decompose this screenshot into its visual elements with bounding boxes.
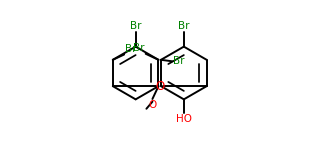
Text: O: O	[148, 100, 157, 110]
Text: Br: Br	[125, 44, 136, 54]
Text: Br: Br	[130, 21, 141, 31]
Text: HO: HO	[176, 114, 192, 124]
Text: Br: Br	[173, 56, 184, 66]
Text: Br: Br	[178, 21, 190, 31]
Text: O: O	[155, 80, 164, 93]
Text: Br: Br	[133, 43, 145, 53]
